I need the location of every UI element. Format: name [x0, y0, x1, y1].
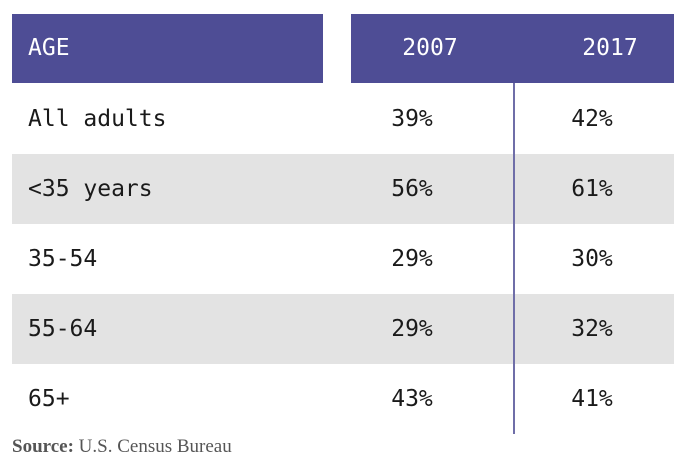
row-value-2007: 39% [391, 106, 433, 132]
row-age-label: 55-64 [28, 316, 98, 342]
row-age-label: 65+ [28, 386, 70, 412]
row-age-label: <35 years [28, 176, 153, 202]
row-value-2017: 30% [571, 246, 613, 272]
row-value-2007: 56% [391, 176, 433, 202]
row-value-2007: 29% [391, 316, 433, 342]
row-value-2007: 29% [391, 246, 433, 272]
table-row: All adults 39% 42% [12, 84, 674, 154]
row-value-2017: 32% [571, 316, 613, 342]
row-age-label: All adults [28, 106, 167, 132]
column-header-2007: 2007 [402, 35, 458, 61]
row-value-2017: 61% [571, 176, 613, 202]
row-value-2007: 43% [391, 386, 433, 412]
table-row: <35 years 56% 61% [12, 154, 674, 224]
column-header-2017: 2017 [582, 35, 638, 61]
source-label: Source: [12, 436, 74, 457]
source-text: U.S. Census Bureau [78, 436, 232, 457]
row-value-2017: 42% [571, 106, 613, 132]
table-row: 65+ 43% 41% [12, 364, 674, 434]
row-value-2017: 41% [571, 386, 613, 412]
table-row: 35-54 29% 30% [12, 224, 674, 294]
column-divider [513, 83, 515, 434]
column-header-age: AGE [28, 35, 70, 61]
row-age-label: 35-54 [28, 246, 98, 272]
table-row: 55-64 29% 32% [12, 294, 674, 364]
source-note: Source: U.S. Census Bureau [12, 436, 232, 458]
header-age-block: AGE [12, 14, 323, 83]
header-years-block: 2007 2017 [351, 14, 674, 83]
